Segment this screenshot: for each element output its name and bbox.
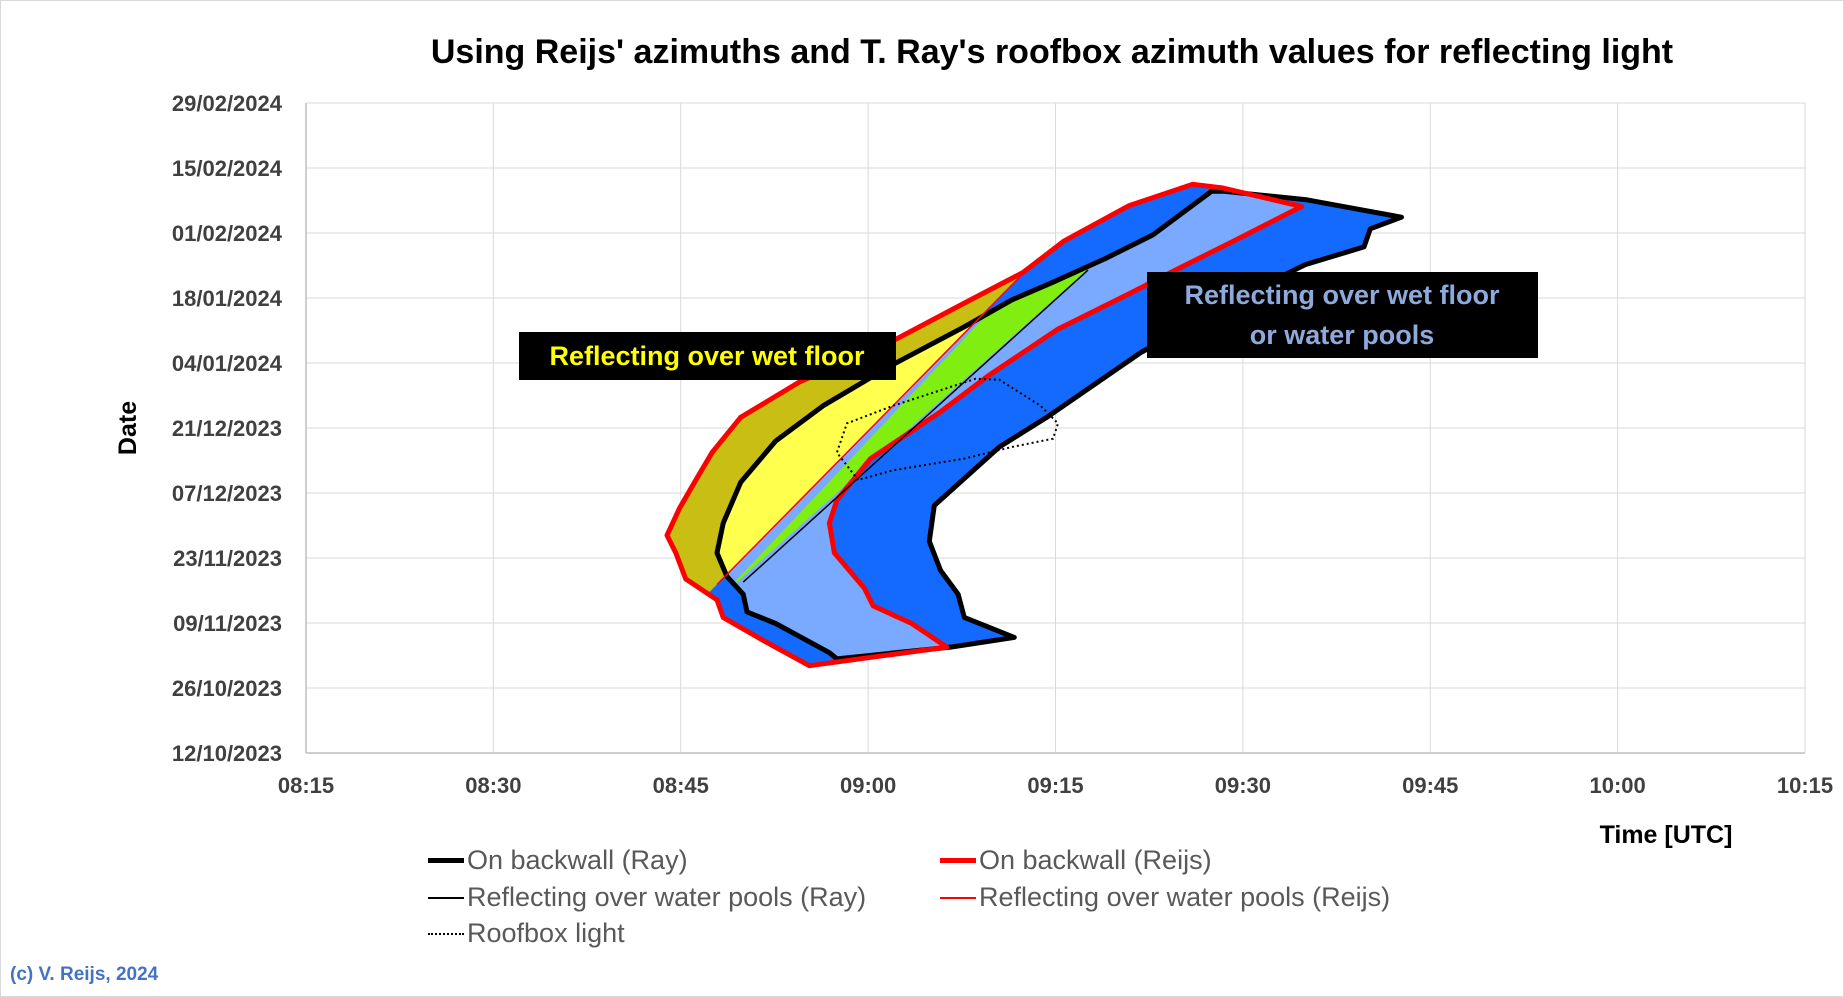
y-tick-label: 23/11/2023 [173,546,282,571]
x-tick-label: 09:00 [840,773,896,798]
x-tick-label: 09:15 [1027,773,1083,798]
legend-item-backwall-reijs: On backwall (Reijs) [940,845,1212,876]
annotation-text: Reflecting over wet floor [549,341,865,371]
x-tick-label: 08:15 [278,773,334,798]
legend-swatch-thin-black [428,896,464,899]
legend-label: Reflecting over water pools (Ray) [467,882,867,912]
x-tick-label: 09:30 [1215,773,1271,798]
legend-item-pools-reijs: Reflecting over water pools (Reijs) [940,882,1390,913]
x-axis-label: Time [UTC] [1600,821,1733,849]
y-axis-label: Date [114,401,142,455]
legend-swatch-dotted [428,932,464,935]
legend-label: On backwall (Ray) [467,845,688,875]
y-tick-label: 04/01/2024 [172,351,283,376]
annotation-box [519,332,896,380]
legend-item-pools-ray: Reflecting over water pools (Ray) [428,882,866,913]
copyright: (c) V. Reijs, 2024 [10,964,159,985]
legend-item-roofbox: Roofbox light [428,918,625,949]
x-tick-label: 10:15 [1777,773,1833,798]
y-tick-label: 01/02/2024 [172,221,283,246]
annotation-wet-floor: Reflecting over wet floor [519,332,896,380]
series-pools-ray [742,269,1089,583]
legend-label: On backwall (Reijs) [979,845,1212,875]
green-group [722,207,1157,595]
series-pools-reijs [716,275,1022,586]
legend-label: Roofbox light [467,918,625,948]
annotation-text-line-1: Reflecting over wet floor [1184,280,1500,310]
x-tick-label: 08:45 [653,773,709,798]
legend-swatch-thick-black [428,858,464,863]
y-tick-label: 29/02/2024 [172,91,283,116]
legend-swatch-thin-red [940,896,976,899]
annotation-wet-floor-or-pools: Reflecting over wet floor or water pools [1147,272,1538,358]
y-tick-label: 07/12/2023 [172,481,282,506]
y-tick-label: 12/10/2023 [172,741,282,766]
legend-label: Reflecting over water pools (Reijs) [979,882,1391,912]
x-tick-label: 08:30 [465,773,521,798]
legend-swatch-thick-red [940,858,976,863]
annotation-box [1147,272,1538,358]
tick-labels: 08:15 08:30 08:45 09:00 09:15 09:30 09:45 10:00… [172,91,1833,798]
legend-item-backwall-ray: On backwall (Ray) [428,845,688,876]
annotation-text-line-2: or water pools [1250,320,1435,350]
region-fills [667,184,1402,666]
y-tick-label: 15/02/2024 [172,156,283,181]
grid [305,102,1806,754]
x-tick-label: 09:45 [1402,773,1458,798]
ray-backwall-area [717,191,1402,659]
chart-title: Using Reijs' azimuths and T. Ray's roofb… [431,33,1673,71]
y-tick-label: 18/01/2024 [172,286,283,311]
series-roofbox-light [835,377,1060,482]
y-tick-label: 09/11/2023 [173,611,282,636]
y-tick-label: 26/10/2023 [172,676,282,701]
x-tick-label: 10:00 [1589,773,1645,798]
y-tick-label: 21/12/2023 [172,416,282,441]
water-pool-wedge-area [722,207,1157,595]
